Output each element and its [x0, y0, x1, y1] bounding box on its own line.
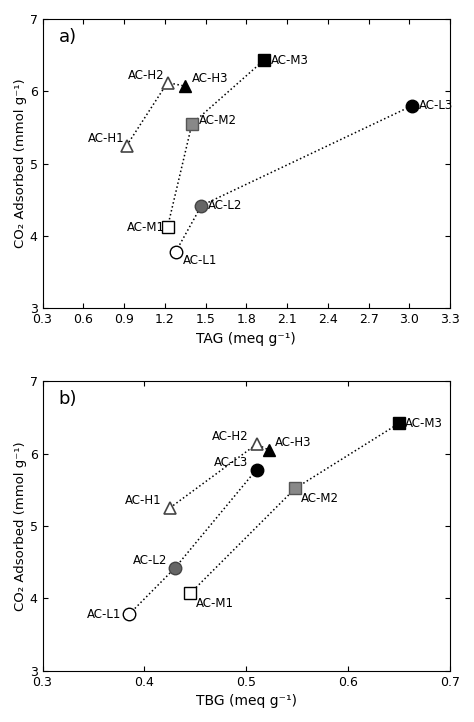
X-axis label: TAG (meq g⁻¹): TAG (meq g⁻¹)	[196, 331, 296, 346]
Text: b): b)	[59, 390, 77, 408]
Text: AC-H2: AC-H2	[128, 69, 165, 82]
Text: AC-L1: AC-L1	[182, 254, 217, 267]
Y-axis label: CO₂ Adsorbed (mmol g⁻¹): CO₂ Adsorbed (mmol g⁻¹)	[14, 441, 27, 611]
Text: AC-H1: AC-H1	[87, 132, 124, 145]
Text: AC-M3: AC-M3	[271, 53, 309, 66]
Text: AC-M3: AC-M3	[405, 417, 443, 430]
Text: AC-L2: AC-L2	[208, 199, 243, 212]
Text: AC-M1: AC-M1	[196, 597, 234, 610]
Text: AC-M1: AC-M1	[127, 221, 165, 234]
Text: AC-L1: AC-L1	[87, 608, 121, 621]
Text: AC-H3: AC-H3	[275, 436, 311, 449]
Text: AC-M2: AC-M2	[199, 113, 237, 126]
Y-axis label: CO₂ Adsorbed (mmol g⁻¹): CO₂ Adsorbed (mmol g⁻¹)	[14, 79, 27, 248]
Text: AC-H2: AC-H2	[212, 430, 248, 443]
Text: AC-L3: AC-L3	[419, 99, 453, 112]
Text: AC-H1: AC-H1	[125, 494, 162, 507]
Text: AC-L2: AC-L2	[132, 554, 167, 567]
X-axis label: TBG (meq g⁻¹): TBG (meq g⁻¹)	[196, 694, 297, 708]
Text: AC-M2: AC-M2	[301, 492, 339, 505]
Text: AC-H3: AC-H3	[192, 72, 228, 85]
Text: a): a)	[59, 27, 77, 45]
Text: AC-L3: AC-L3	[214, 456, 248, 469]
